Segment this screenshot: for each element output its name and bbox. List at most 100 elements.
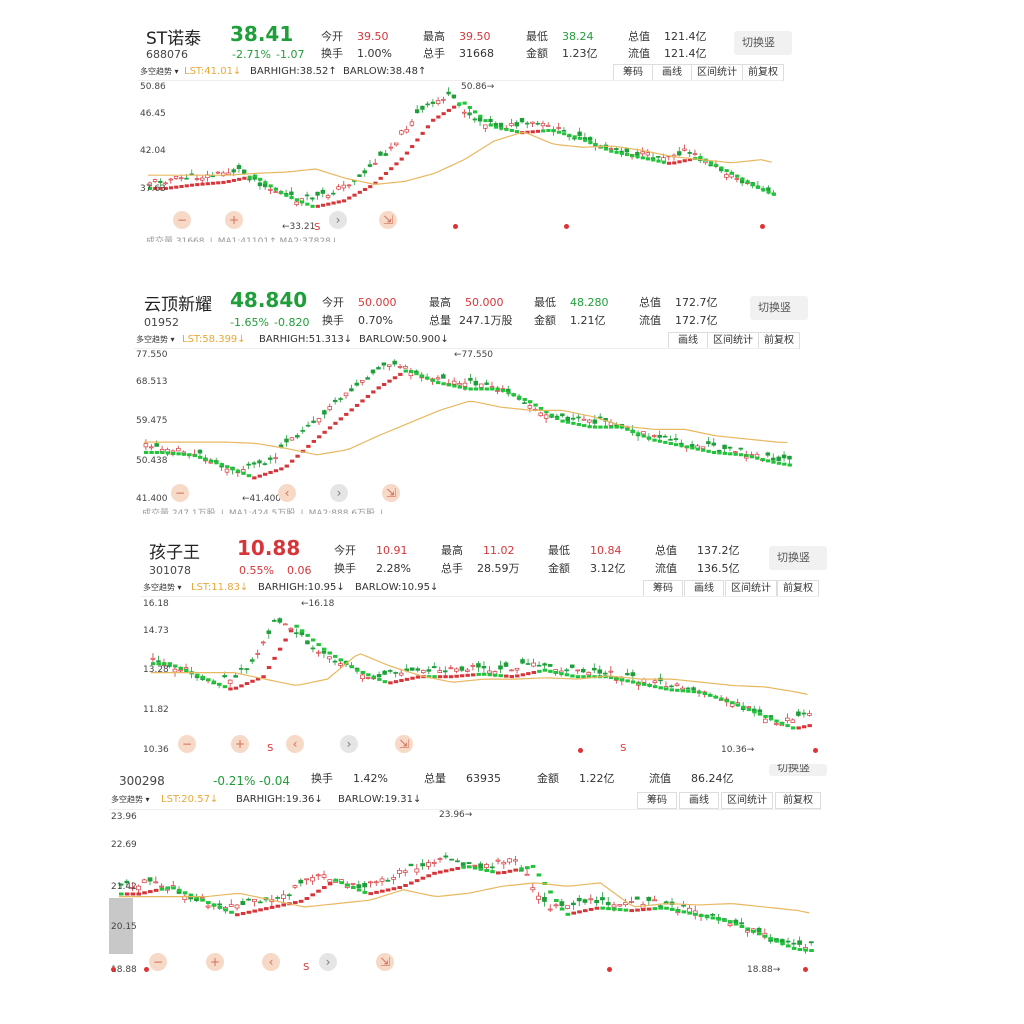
chevron-right-icon[interactable]: › xyxy=(329,211,347,229)
plus-circle-icon[interactable]: + xyxy=(225,211,243,229)
trend-marker xyxy=(672,161,677,165)
chevron-right-icon[interactable]: › xyxy=(340,735,358,753)
candle-body xyxy=(172,668,178,673)
chevron-left-icon[interactable]: ‹ xyxy=(286,735,304,753)
shrink-arrows-icon[interactable]: ⇲ xyxy=(395,735,413,753)
draw-line-button[interactable]: 画线 xyxy=(668,332,708,349)
kline-chart[interactable]: 23.96 22.69 21.42 20.15 18.88 23.96→ 18.… xyxy=(109,809,821,976)
shrink-arrows-icon[interactable]: ⇲ xyxy=(382,484,400,502)
trend-marker xyxy=(165,886,171,890)
switch-vertical-button[interactable]: 切换竖 xyxy=(734,31,792,55)
kline-svg[interactable] xyxy=(109,810,821,976)
candle-body xyxy=(722,444,727,450)
draw-line-button[interactable]: 画线 xyxy=(684,580,724,597)
trend-marker xyxy=(354,403,360,407)
candle-body xyxy=(801,712,807,715)
y-label: 59.475 xyxy=(136,416,168,426)
chart-toolbar: 多空趋势 ▾ LST:11.83↓ BARHIGH:10.95↓ BARLOW:… xyxy=(141,580,819,597)
chevron-right-icon[interactable]: › xyxy=(319,953,337,971)
range-stats-button[interactable]: 区间统计 xyxy=(691,64,743,81)
trend-selector[interactable]: 多空趋势 ▾ xyxy=(140,67,179,76)
trend-marker xyxy=(398,372,403,376)
kline-chart[interactable]: 16.18 14.73 13.28 11.82 10.36 ←16.18 10.… xyxy=(141,596,819,755)
quote-open: 今开 10.91 xyxy=(334,544,408,557)
trend-marker xyxy=(780,942,785,946)
candle-body xyxy=(194,178,200,180)
candle-body xyxy=(540,122,546,127)
candle-body xyxy=(617,904,623,907)
candle-body xyxy=(227,679,233,684)
trend-marker xyxy=(457,102,462,106)
trend-marker xyxy=(163,186,168,190)
forward-adjust-button[interactable]: 前复权 xyxy=(775,792,821,809)
kline-svg[interactable] xyxy=(138,81,783,233)
range-stats-button[interactable]: 区间统计 xyxy=(707,332,759,349)
range-stats-button[interactable]: 区间统计 xyxy=(725,580,777,597)
forward-adjust-button[interactable]: 前复权 xyxy=(758,332,800,349)
trend-marker xyxy=(588,907,594,911)
forward-adjust-button[interactable]: 前复权 xyxy=(777,580,819,597)
switch-vertical-button[interactable]: 切换竖 xyxy=(769,764,827,776)
forward-adjust-button[interactable]: 前复权 xyxy=(742,64,784,81)
trend-marker xyxy=(195,183,200,187)
candle-body xyxy=(149,446,154,449)
trend-marker xyxy=(787,463,792,467)
chevron-right-icon[interactable]: › xyxy=(330,484,348,502)
trend-marker xyxy=(536,873,542,877)
trend-marker xyxy=(462,101,467,105)
plus-circle-icon[interactable]: + xyxy=(231,735,249,753)
trend-marker xyxy=(549,413,554,417)
chips-button[interactable]: 筹码 xyxy=(613,64,653,81)
candle-body xyxy=(682,148,687,151)
minus-circle-icon[interactable]: − xyxy=(173,211,191,229)
candle-body xyxy=(234,904,240,909)
candle-body xyxy=(310,197,315,200)
minus-circle-icon[interactable]: − xyxy=(178,735,196,753)
trend-selector[interactable]: 多空趋势 ▾ xyxy=(143,583,182,592)
trend-selector[interactable]: 多空趋势 ▾ xyxy=(111,795,150,804)
trend-marker xyxy=(461,865,466,869)
draw-line-button[interactable]: 画线 xyxy=(679,792,719,809)
candle-body xyxy=(255,652,261,655)
chevron-left-icon[interactable]: ‹ xyxy=(262,953,280,971)
trend-marker xyxy=(443,869,449,873)
trend-marker xyxy=(357,190,362,194)
chevron-left-icon[interactable]: ‹ xyxy=(278,484,296,502)
candle-body xyxy=(289,191,294,196)
chips-button[interactable]: 筹码 xyxy=(643,580,683,597)
plus-circle-icon[interactable]: + xyxy=(206,953,224,971)
trend-marker xyxy=(315,204,320,208)
stock-code: 688076 xyxy=(146,48,188,61)
kline-svg[interactable] xyxy=(141,597,819,755)
kline-svg[interactable] xyxy=(134,349,799,504)
candle-body xyxy=(733,451,738,453)
trend-marker xyxy=(733,922,739,926)
trend-marker xyxy=(687,911,693,915)
switch-vertical-button[interactable]: 切换竖 xyxy=(769,546,827,570)
candle-body xyxy=(611,904,617,908)
candle-body xyxy=(478,863,484,869)
kline-chart[interactable]: 77.550 68.513 59.475 50.438 41.400 ←77.5… xyxy=(134,348,799,504)
trend-marker xyxy=(493,125,499,129)
hi-label: ←16.18 xyxy=(301,599,335,609)
candle-body xyxy=(522,402,527,404)
kline-chart[interactable]: 50.86 46.45 42.04 37.63 50.86→ ←33.21 − … xyxy=(138,80,783,233)
trend-marker xyxy=(262,472,268,476)
candle-body xyxy=(518,869,524,872)
chips-button[interactable]: 筹码 xyxy=(637,792,677,809)
candle-body xyxy=(268,188,273,191)
switch-vertical-button[interactable]: 切换竖 xyxy=(750,296,808,320)
candle-body xyxy=(268,457,273,460)
trend-marker xyxy=(493,673,498,677)
candle-body xyxy=(143,443,149,448)
draw-line-button[interactable]: 画线 xyxy=(652,64,692,81)
hi-label: 50.86→ xyxy=(461,82,495,92)
minus-circle-icon[interactable]: − xyxy=(171,484,189,502)
minus-circle-icon[interactable]: − xyxy=(149,953,167,971)
trend-selector[interactable]: 多空趋势 ▾ xyxy=(136,335,175,344)
range-stats-button[interactable]: 区间统计 xyxy=(721,792,773,809)
shrink-arrows-icon[interactable]: ⇲ xyxy=(376,953,394,971)
shrink-arrows-icon[interactable]: ⇲ xyxy=(379,211,397,229)
candle-body xyxy=(205,905,211,908)
trend-marker xyxy=(704,915,710,919)
